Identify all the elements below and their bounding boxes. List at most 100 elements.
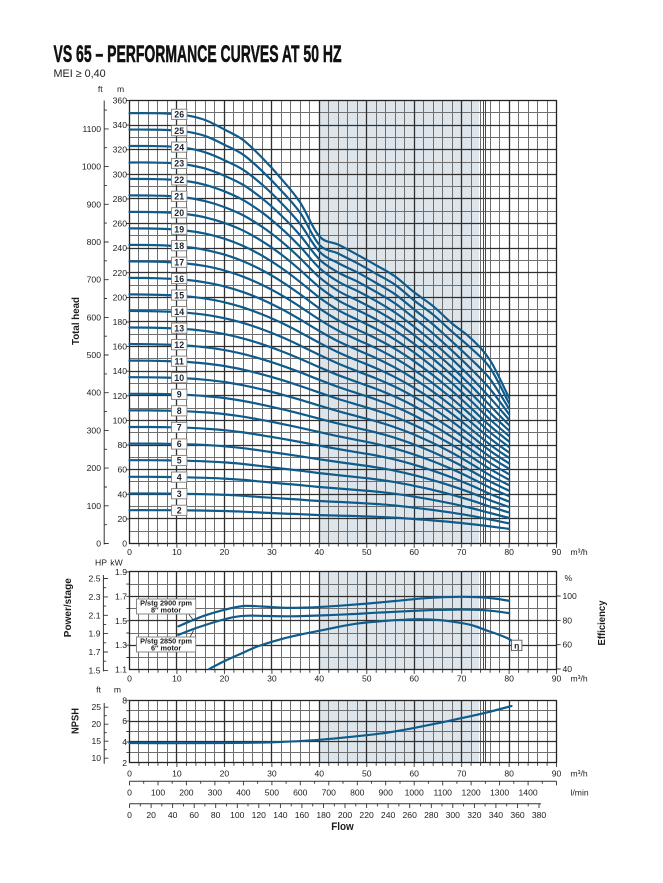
svg-text:200: 200: [87, 463, 102, 473]
svg-text:26: 26: [174, 110, 184, 120]
svg-text:60: 60: [563, 640, 573, 650]
svg-text:21: 21: [174, 192, 184, 202]
svg-text:10: 10: [172, 769, 182, 779]
svg-text:30: 30: [267, 769, 277, 779]
svg-text:60: 60: [117, 465, 127, 475]
svg-text:23: 23: [174, 159, 184, 169]
svg-text:360: 360: [510, 810, 525, 820]
svg-text:40: 40: [315, 674, 325, 684]
svg-text:20: 20: [146, 810, 156, 820]
svg-text:340: 340: [113, 120, 128, 130]
svg-text:22: 22: [174, 175, 184, 185]
svg-text:0: 0: [127, 810, 132, 820]
svg-text:300: 300: [87, 425, 102, 435]
svg-text:20: 20: [220, 769, 230, 779]
svg-text:180: 180: [113, 317, 128, 327]
svg-text:18: 18: [174, 241, 184, 251]
svg-text:9: 9: [177, 390, 182, 400]
svg-text:1.9: 1.9: [89, 629, 101, 639]
svg-text:260: 260: [403, 810, 418, 820]
svg-text:m³/h: m³/h: [571, 769, 588, 779]
svg-text:P/stg 2900 rpm: P/stg 2900 rpm: [140, 598, 192, 607]
svg-text:90: 90: [552, 674, 562, 684]
svg-text:l/min: l/min: [571, 788, 589, 798]
svg-text:900: 900: [87, 199, 102, 209]
svg-text:160: 160: [113, 342, 128, 352]
svg-text:Efficiency: Efficiency: [596, 600, 608, 645]
svg-text:1400: 1400: [519, 788, 538, 798]
svg-text:320: 320: [467, 810, 482, 820]
svg-text:80: 80: [504, 547, 514, 557]
svg-text:1200: 1200: [462, 788, 481, 798]
svg-text:100: 100: [151, 788, 166, 798]
svg-text:6: 6: [122, 716, 127, 726]
svg-text:30: 30: [267, 674, 277, 684]
svg-text:220: 220: [113, 268, 128, 278]
svg-text:240: 240: [381, 810, 396, 820]
svg-text:20: 20: [117, 514, 127, 524]
svg-text:100: 100: [87, 501, 102, 511]
svg-text:Flow: Flow: [331, 821, 354, 833]
svg-text:kW: kW: [110, 558, 123, 568]
svg-text:0: 0: [127, 769, 132, 779]
svg-text:40: 40: [117, 489, 127, 499]
svg-text:600: 600: [293, 788, 308, 798]
svg-text:60: 60: [409, 674, 419, 684]
svg-text:700: 700: [87, 275, 102, 285]
svg-text:380: 380: [532, 810, 547, 820]
svg-text:360: 360: [113, 96, 128, 106]
svg-text:1000: 1000: [82, 162, 101, 172]
svg-text:P/stg 2850 rpm: P/stg 2850 rpm: [140, 636, 192, 645]
svg-text:90: 90: [552, 547, 562, 557]
svg-text:30: 30: [267, 547, 277, 557]
svg-text:Power/stage: Power/stage: [62, 578, 74, 637]
svg-text:η: η: [514, 641, 519, 651]
svg-text:2.1: 2.1: [89, 610, 101, 620]
svg-text:ft: ft: [96, 685, 101, 695]
svg-text:1100: 1100: [83, 124, 102, 134]
svg-text:1300: 1300: [490, 788, 509, 798]
svg-text:0: 0: [122, 539, 127, 549]
svg-text:320: 320: [113, 145, 128, 155]
svg-text:7: 7: [177, 423, 182, 433]
svg-text:140: 140: [273, 810, 288, 820]
svg-text:6″ motor: 6″ motor: [151, 644, 181, 653]
svg-text:50: 50: [362, 769, 372, 779]
svg-text:15: 15: [174, 290, 184, 300]
svg-text:2.5: 2.5: [89, 574, 101, 584]
svg-text:NPSH: NPSH: [70, 708, 82, 734]
svg-text:10: 10: [174, 373, 184, 383]
svg-text:240: 240: [113, 243, 128, 253]
svg-text:%: %: [565, 573, 573, 583]
svg-text:40: 40: [315, 769, 325, 779]
svg-text:400: 400: [236, 788, 251, 798]
svg-text:300: 300: [113, 169, 128, 179]
svg-text:0: 0: [96, 539, 101, 549]
svg-text:340: 340: [489, 810, 504, 820]
svg-text:120: 120: [252, 810, 267, 820]
svg-text:200: 200: [113, 292, 128, 302]
svg-text:20: 20: [91, 719, 101, 729]
svg-text:6: 6: [177, 439, 182, 449]
svg-text:2: 2: [177, 506, 182, 516]
svg-text:700: 700: [322, 788, 337, 798]
svg-text:140: 140: [113, 366, 128, 376]
svg-text:10: 10: [172, 674, 182, 684]
svg-text:280: 280: [424, 810, 439, 820]
svg-text:1000: 1000: [405, 788, 424, 798]
svg-text:50: 50: [362, 547, 372, 557]
svg-text:60: 60: [189, 810, 199, 820]
svg-text:25: 25: [91, 702, 101, 712]
svg-text:3: 3: [177, 489, 182, 499]
svg-text:11: 11: [175, 356, 184, 366]
svg-text:4: 4: [122, 737, 127, 747]
svg-text:1.7: 1.7: [89, 647, 101, 657]
svg-text:260: 260: [113, 219, 128, 229]
svg-text:100: 100: [230, 810, 245, 820]
svg-text:8: 8: [177, 406, 182, 416]
svg-text:40: 40: [315, 547, 325, 557]
svg-text:8″ motor: 8″ motor: [151, 606, 181, 615]
svg-text:70: 70: [457, 674, 467, 684]
svg-text:Total head: Total head: [70, 297, 82, 345]
svg-text:m³/h: m³/h: [571, 674, 588, 684]
